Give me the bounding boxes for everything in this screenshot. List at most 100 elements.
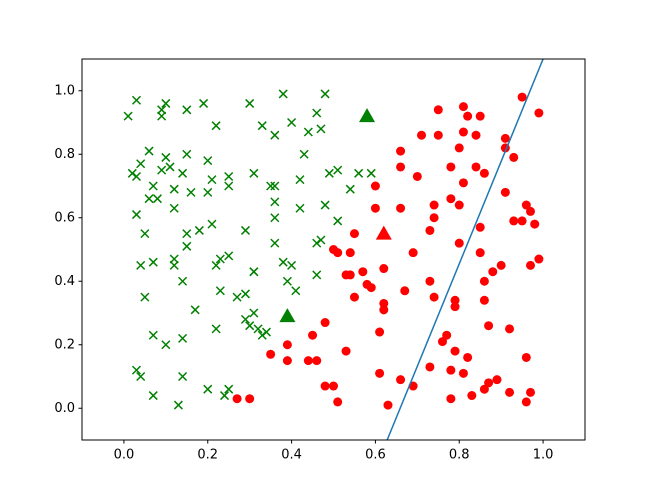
x-marker bbox=[186, 187, 196, 197]
circle-marker bbox=[479, 384, 489, 394]
x-marker bbox=[169, 203, 179, 213]
x-marker bbox=[169, 184, 179, 194]
circle-marker bbox=[333, 248, 343, 258]
circle-marker bbox=[500, 133, 510, 143]
circle-marker bbox=[450, 302, 460, 312]
x-marker bbox=[144, 194, 154, 204]
circle-marker bbox=[526, 387, 536, 397]
circle-marker bbox=[282, 340, 292, 350]
circle-marker bbox=[320, 381, 330, 391]
y-tick-label: 0.6 bbox=[54, 210, 75, 225]
x-marker bbox=[148, 391, 158, 401]
x-marker bbox=[287, 117, 297, 128]
x-marker bbox=[211, 260, 221, 270]
x-marker bbox=[173, 400, 183, 410]
circle-marker bbox=[526, 206, 536, 216]
x-tick-label: 0.2 bbox=[197, 448, 218, 463]
x-marker bbox=[312, 108, 322, 118]
circle-marker bbox=[454, 143, 464, 153]
circle-marker bbox=[454, 238, 464, 248]
circle-marker bbox=[379, 298, 389, 308]
circle-marker bbox=[517, 92, 527, 102]
circle-marker bbox=[521, 397, 531, 407]
circle-marker bbox=[463, 111, 473, 121]
x-tick-label: 0.4 bbox=[281, 448, 302, 463]
circle-marker bbox=[458, 127, 468, 137]
x-marker bbox=[270, 213, 280, 223]
circle-marker bbox=[375, 327, 385, 337]
x-marker bbox=[261, 327, 271, 337]
circle-marker bbox=[509, 152, 519, 162]
x-marker bbox=[148, 257, 158, 267]
circle-marker bbox=[412, 171, 422, 181]
x-marker bbox=[157, 111, 167, 121]
circle-marker bbox=[358, 267, 368, 277]
circle-marker bbox=[479, 295, 489, 305]
x-marker bbox=[123, 111, 133, 121]
circle-marker bbox=[450, 295, 460, 305]
x-marker bbox=[253, 324, 263, 334]
circle-marker bbox=[463, 352, 473, 362]
x-marker bbox=[354, 168, 364, 178]
x-marker bbox=[249, 168, 259, 178]
x-marker bbox=[303, 127, 313, 137]
circle-marker bbox=[345, 270, 355, 280]
x-marker bbox=[316, 124, 326, 134]
circle-marker bbox=[471, 130, 481, 140]
circle-marker bbox=[349, 229, 359, 239]
x-marker bbox=[215, 286, 225, 296]
circle-marker bbox=[383, 400, 393, 410]
x-marker bbox=[199, 98, 209, 108]
x-marker bbox=[320, 200, 330, 210]
circle-marker bbox=[458, 368, 468, 378]
circle-marker bbox=[505, 387, 515, 397]
x-marker bbox=[152, 194, 162, 204]
circle-marker bbox=[379, 264, 389, 274]
circle-marker bbox=[458, 178, 468, 188]
circle-marker bbox=[396, 203, 406, 213]
x-marker bbox=[232, 292, 242, 302]
x-marker bbox=[178, 168, 188, 178]
circle-marker bbox=[408, 248, 418, 258]
circle-marker bbox=[341, 346, 351, 356]
x-marker bbox=[333, 216, 343, 226]
x-marker bbox=[182, 149, 192, 159]
line bbox=[386, 59, 544, 440]
x-marker bbox=[224, 384, 234, 394]
y-tick-label: 0.2 bbox=[54, 337, 75, 352]
circle-marker bbox=[433, 130, 443, 140]
x-marker bbox=[324, 168, 334, 178]
x-marker bbox=[240, 289, 251, 299]
circle-marker bbox=[500, 187, 510, 197]
circle-marker bbox=[442, 330, 452, 340]
circle-marker bbox=[446, 394, 456, 404]
x-marker bbox=[131, 365, 142, 375]
x-marker bbox=[240, 314, 251, 324]
circle-marker bbox=[475, 111, 485, 121]
axes-frame bbox=[81, 58, 586, 441]
circle-marker bbox=[333, 397, 343, 407]
x-marker bbox=[278, 89, 288, 99]
x-marker bbox=[140, 229, 150, 239]
x-marker bbox=[161, 340, 171, 350]
x-marker bbox=[270, 130, 280, 140]
circle-marker bbox=[454, 200, 464, 210]
circle-marker bbox=[433, 105, 443, 115]
circle-marker bbox=[266, 349, 276, 359]
x-marker bbox=[131, 95, 142, 105]
y-tick-label: 1.0 bbox=[54, 83, 75, 98]
circle-marker bbox=[232, 394, 242, 404]
x-marker bbox=[131, 210, 142, 220]
x-marker bbox=[224, 251, 234, 261]
x-marker bbox=[245, 98, 255, 108]
x-marker bbox=[148, 181, 158, 191]
circle-marker bbox=[505, 324, 515, 334]
x-marker bbox=[207, 175, 217, 185]
circle-marker bbox=[458, 102, 468, 112]
x-marker bbox=[270, 181, 280, 191]
x-marker bbox=[178, 333, 188, 343]
x-marker bbox=[165, 162, 175, 172]
circle-marker bbox=[530, 219, 540, 229]
plot-area bbox=[123, 59, 544, 440]
